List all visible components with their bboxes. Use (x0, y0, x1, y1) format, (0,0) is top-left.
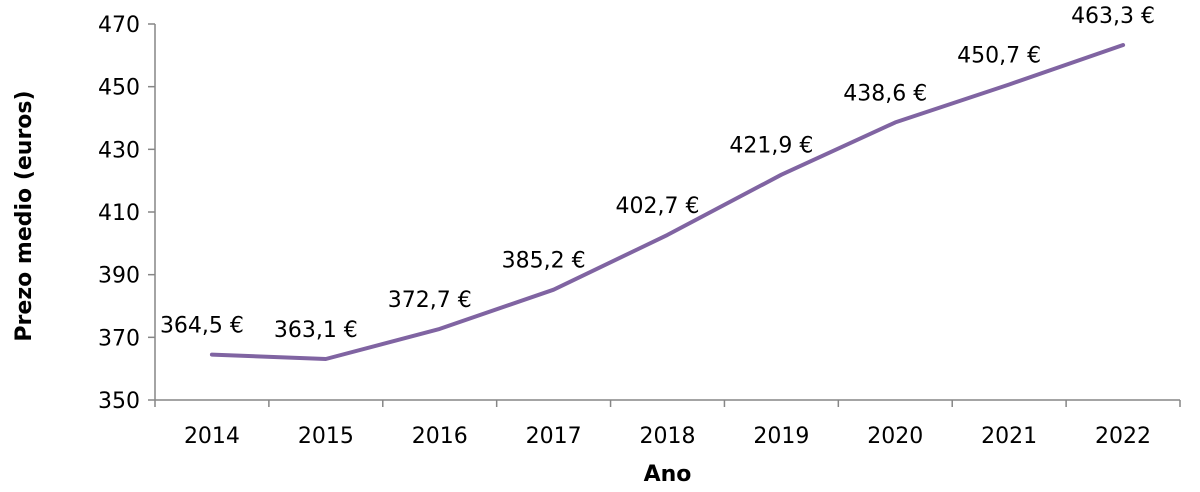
y-tick-label: 450 (98, 76, 140, 101)
x-tick-label: 2020 (867, 424, 923, 449)
x-tick-label: 2019 (753, 424, 809, 449)
data-label: 463,3 € (1071, 4, 1155, 29)
data-label: 450,7 € (957, 43, 1041, 68)
x-tick-label: 2016 (412, 424, 468, 449)
data-label: 421,9 € (729, 134, 813, 159)
x-ticks: 2014 2015 2016 2017 2018 2019 2020 2021 2022 (154, 400, 1181, 449)
y-tick-label: 410 (98, 201, 140, 226)
y-tick-label: 470 (98, 13, 140, 38)
series-line (209, 43, 1126, 361)
y-tick-label: 430 (98, 138, 140, 163)
y-tick-label: 370 (98, 326, 140, 351)
data-label: 372,7 € (388, 288, 472, 313)
data-label: 385,2 € (502, 249, 586, 274)
x-tick-label: 2015 (298, 424, 354, 449)
y-tick-label: 390 (98, 264, 140, 289)
data-labels: 364,5 € 363,1 € 372,7 € 385,2 € 402,7 € 421,9… (160, 4, 1155, 343)
data-label: 364,5 € (160, 314, 244, 339)
x-tick-label: 2017 (526, 424, 582, 449)
data-label: 402,7 € (616, 194, 700, 219)
data-label: 363,1 € (274, 318, 358, 343)
x-tick-label: 2022 (1095, 424, 1151, 449)
series (209, 43, 1126, 361)
x-axis-title: Ano (644, 462, 692, 487)
y-ticks: 350 370 390 410 430 450 470 (98, 13, 155, 414)
x-tick-label: 2014 (184, 424, 240, 449)
data-label: 438,6 € (843, 81, 927, 106)
x-tick-label: 2018 (640, 424, 696, 449)
y-axis-title: Prezo medio (euros) (12, 90, 37, 341)
x-tick-label: 2021 (981, 424, 1037, 449)
y-tick-label: 350 (98, 389, 140, 414)
